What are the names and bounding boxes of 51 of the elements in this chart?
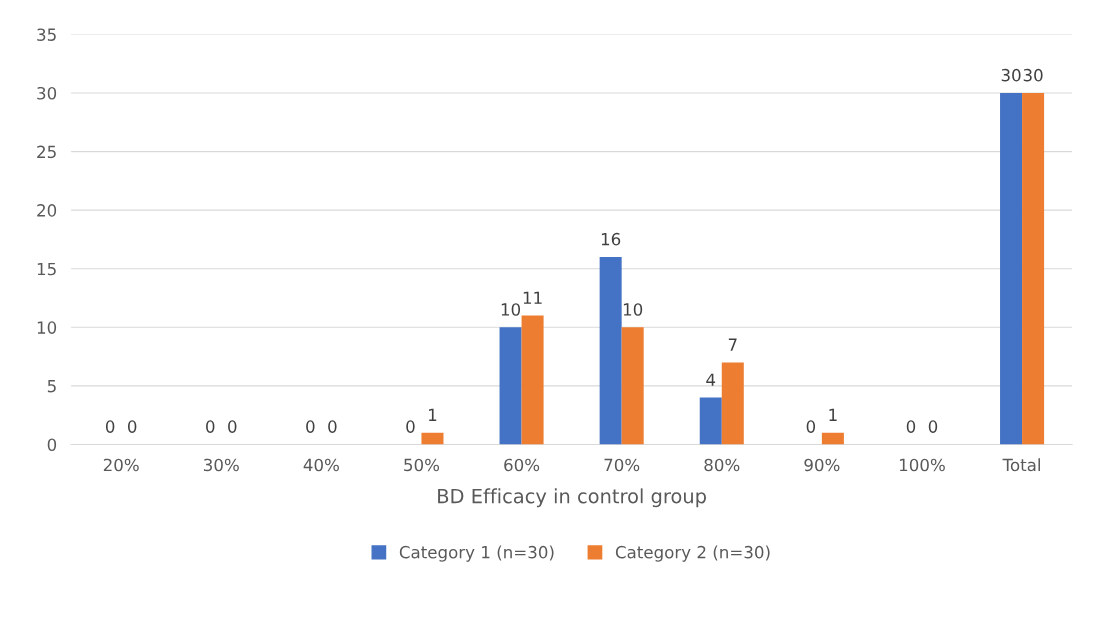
data-label: 4 [706,373,716,386]
x-tick-label: 90% [804,458,840,472]
bar [621,327,644,445]
legend-label: Category 1 (n=30) [399,545,554,562]
x-tick-label: 70% [604,458,640,472]
legend-label: Category 2 (n=30) [615,545,770,562]
x-tick-label: 40% [303,458,339,472]
bar [699,397,722,445]
y-tick-label: 15 [37,262,56,276]
data-label: 10 [501,303,521,316]
data-label: 0 [228,420,237,433]
x-tick-label: 60% [504,458,540,472]
x-tick-label: 80% [704,458,740,472]
data-label: 0 [306,420,315,433]
y-tick-label: 30 [37,86,57,100]
x-tick-label: 50% [404,458,440,472]
data-label: 0 [127,420,137,433]
data-label: 30 [1023,68,1043,82]
x-tick-label: Total [1002,458,1040,472]
data-label: 0 [206,420,215,433]
data-label: 0 [806,420,816,433]
bar [599,257,622,445]
y-tick-label: 35 [37,28,56,41]
bar [499,327,522,445]
data-label: 30 [1001,68,1021,82]
bar [521,315,544,445]
data-label: 16 [601,232,621,246]
bar [1000,93,1023,445]
y-tick-label: 25 [37,145,56,159]
bar [721,362,744,445]
data-label: 1 [429,408,437,421]
data-label: 0 [328,420,337,433]
data-label: 0 [928,420,938,433]
y-tick-label: 0 [47,438,57,452]
y-tick-label: 10 [37,321,57,334]
data-label: 10 [623,303,643,316]
data-label: 0 [406,420,415,433]
data-label: 11 [523,291,542,304]
data-label: 0 [906,420,916,433]
y-tick-label: 20 [37,204,57,217]
data-label: 7 [728,338,737,351]
y-tick-label: 5 [47,380,56,393]
bar [421,432,444,445]
x-tick-label: 20% [103,458,139,472]
x-tick-label: 30% [204,458,239,472]
data-label: 1 [829,408,837,421]
x-tick-label: 100% [899,458,945,472]
x-axis-title: BD Efficacy in control group [438,488,706,508]
bar [1022,93,1045,445]
bar [821,432,844,445]
data-label: 0 [105,420,115,433]
